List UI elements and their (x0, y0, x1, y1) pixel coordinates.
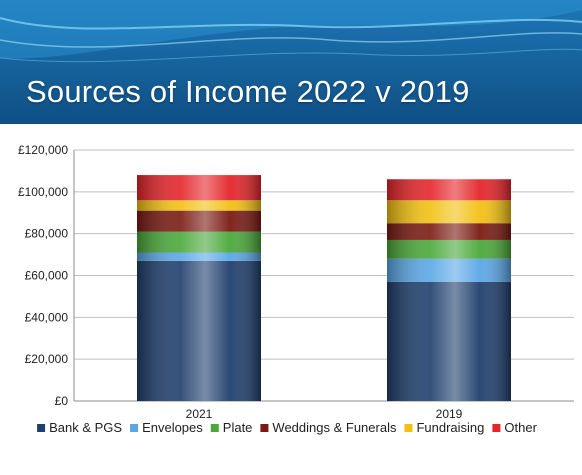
bars (137, 175, 511, 401)
header-wave-decoration (0, 0, 582, 63)
legend-item: Other (492, 420, 538, 435)
bar-segment-shading (137, 200, 261, 211)
legend-item: Fundraising (404, 420, 484, 435)
y-tick-label: £20,000 (25, 352, 69, 366)
bar-segment-shading (387, 200, 511, 224)
bar-segment-shading (387, 281, 511, 401)
y-tick-label: £40,000 (25, 310, 69, 324)
legend-item: Plate (210, 420, 253, 435)
legend-label: Bank & PGS (49, 420, 122, 435)
slide-header: Sources of Income 2022 v 2019 (0, 0, 582, 124)
legend-swatch (492, 424, 501, 432)
bar-segment-shading (137, 231, 261, 253)
bar-segment-shading (137, 252, 261, 261)
legend-label: Weddings & Funerals (272, 420, 397, 435)
bar-segment-shading (137, 260, 261, 401)
y-tick-label: £80,000 (25, 227, 69, 241)
legend-label: Plate (223, 420, 253, 435)
stacked-bar-chart: £0 £20,000 £40,000 £60,000 £80,000 £100,000 £1… (18, 143, 574, 435)
bar-segment-shading (137, 210, 261, 232)
legend-swatch (130, 424, 139, 432)
bar-segment-shading (387, 258, 511, 282)
legend-label: Fundraising (416, 420, 484, 435)
chart-panel: £0 £20,000 £40,000 £60,000 £80,000 £100,000 £1… (6, 126, 576, 471)
y-tick-label: £0 (55, 394, 69, 408)
bar-segment-shading (387, 239, 511, 259)
y-tick-label: £120,000 (18, 143, 68, 157)
legend-swatch (37, 424, 46, 432)
bar-segment-shading (137, 175, 261, 201)
legend-item: Bank & PGS (37, 420, 122, 435)
legend-swatch (260, 424, 269, 432)
y-tick-label: £60,000 (25, 269, 69, 283)
legend: Bank & PGS Envelopes Plate Weddings & Funer… (37, 420, 538, 435)
y-tick-label: £100,000 (18, 185, 68, 199)
slide-title: Sources of Income 2022 v 2019 (26, 74, 470, 109)
bar-segment-shading (387, 223, 511, 240)
x-tick-label: 2021 (186, 407, 213, 421)
legend-item: Envelopes (130, 420, 203, 435)
y-tick-labels: £0 £20,000 £40,000 £60,000 £80,000 £100,000 £1… (18, 143, 68, 408)
legend-swatch (210, 424, 219, 432)
legend-item: Weddings & Funerals (260, 420, 397, 435)
x-tick-labels: 2021 2019 (186, 407, 463, 421)
legend-label: Other (504, 420, 537, 435)
legend-label: Envelopes (142, 420, 203, 435)
legend-swatch (404, 424, 413, 432)
bar-segment-shading (387, 179, 511, 201)
x-tick-label: 2019 (436, 407, 463, 421)
